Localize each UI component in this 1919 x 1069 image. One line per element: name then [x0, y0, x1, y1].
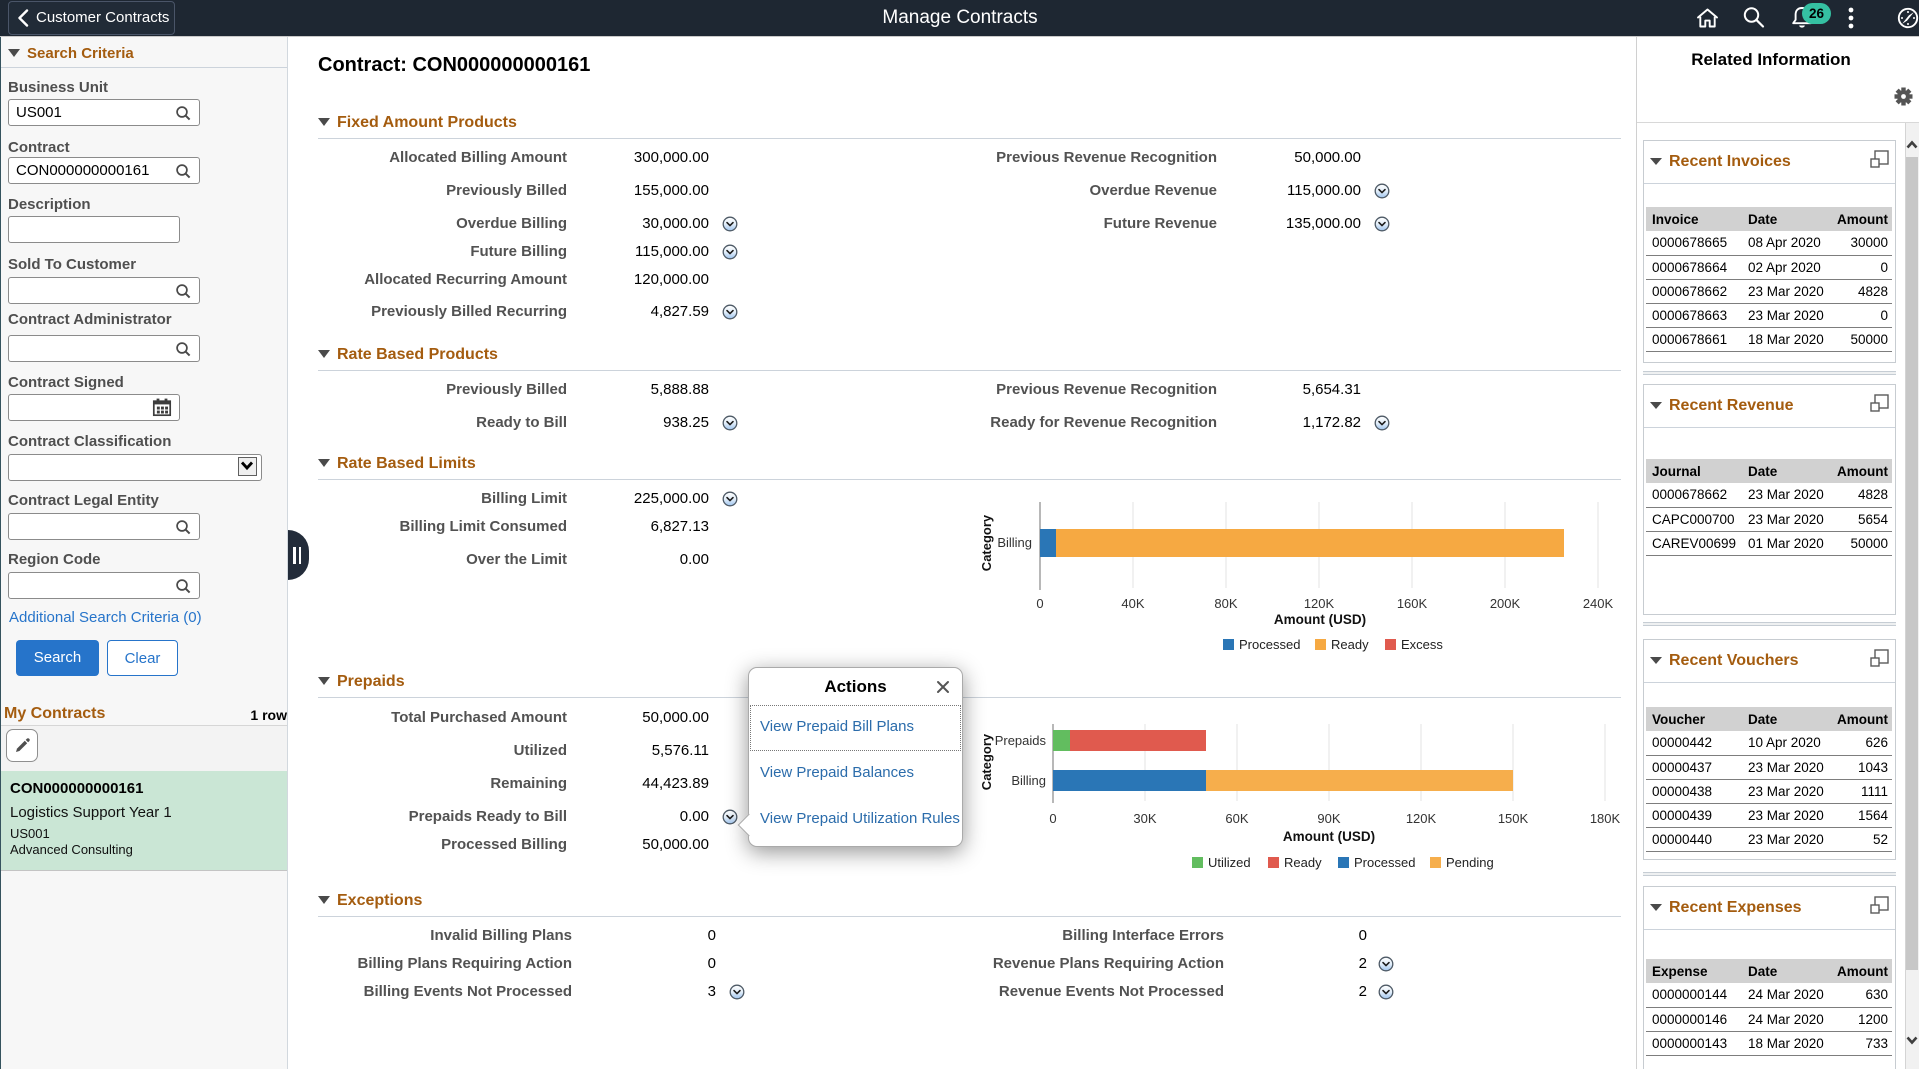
svg-text:Amount (USD): Amount (USD): [1283, 829, 1375, 844]
svg-text:60K: 60K: [1225, 811, 1248, 826]
svg-text:Processed: Processed: [1354, 855, 1415, 870]
svg-text:Excess: Excess: [1401, 637, 1443, 652]
svg-text:200K: 200K: [1490, 596, 1521, 611]
svg-text:Amount (USD): Amount (USD): [1274, 612, 1366, 627]
svg-text:40K: 40K: [1121, 596, 1144, 611]
svg-text:160K: 160K: [1397, 596, 1428, 611]
svg-text:Processed: Processed: [1239, 637, 1300, 652]
svg-text:0: 0: [1049, 811, 1056, 826]
svg-text:30K: 30K: [1133, 811, 1156, 826]
svg-text:90K: 90K: [1317, 811, 1340, 826]
svg-text:Pending: Pending: [1446, 855, 1494, 870]
svg-text:240K: 240K: [1583, 596, 1614, 611]
svg-text:Utilized: Utilized: [1208, 855, 1251, 870]
svg-text:Ready: Ready: [1331, 637, 1369, 652]
svg-text:120K: 120K: [1304, 596, 1335, 611]
svg-text:180K: 180K: [1590, 811, 1621, 826]
svg-text:Ready: Ready: [1284, 855, 1322, 870]
svg-text:120K: 120K: [1406, 811, 1437, 826]
svg-text:Category: Category: [979, 733, 994, 790]
svg-text:Prepaids: Prepaids: [995, 733, 1047, 748]
svg-text:80K: 80K: [1214, 596, 1237, 611]
svg-text:Billing: Billing: [997, 535, 1032, 550]
svg-text:Category: Category: [979, 514, 994, 571]
svg-text:0: 0: [1036, 596, 1043, 611]
svg-text:Billing: Billing: [1011, 773, 1046, 788]
svg-text:150K: 150K: [1498, 811, 1529, 826]
